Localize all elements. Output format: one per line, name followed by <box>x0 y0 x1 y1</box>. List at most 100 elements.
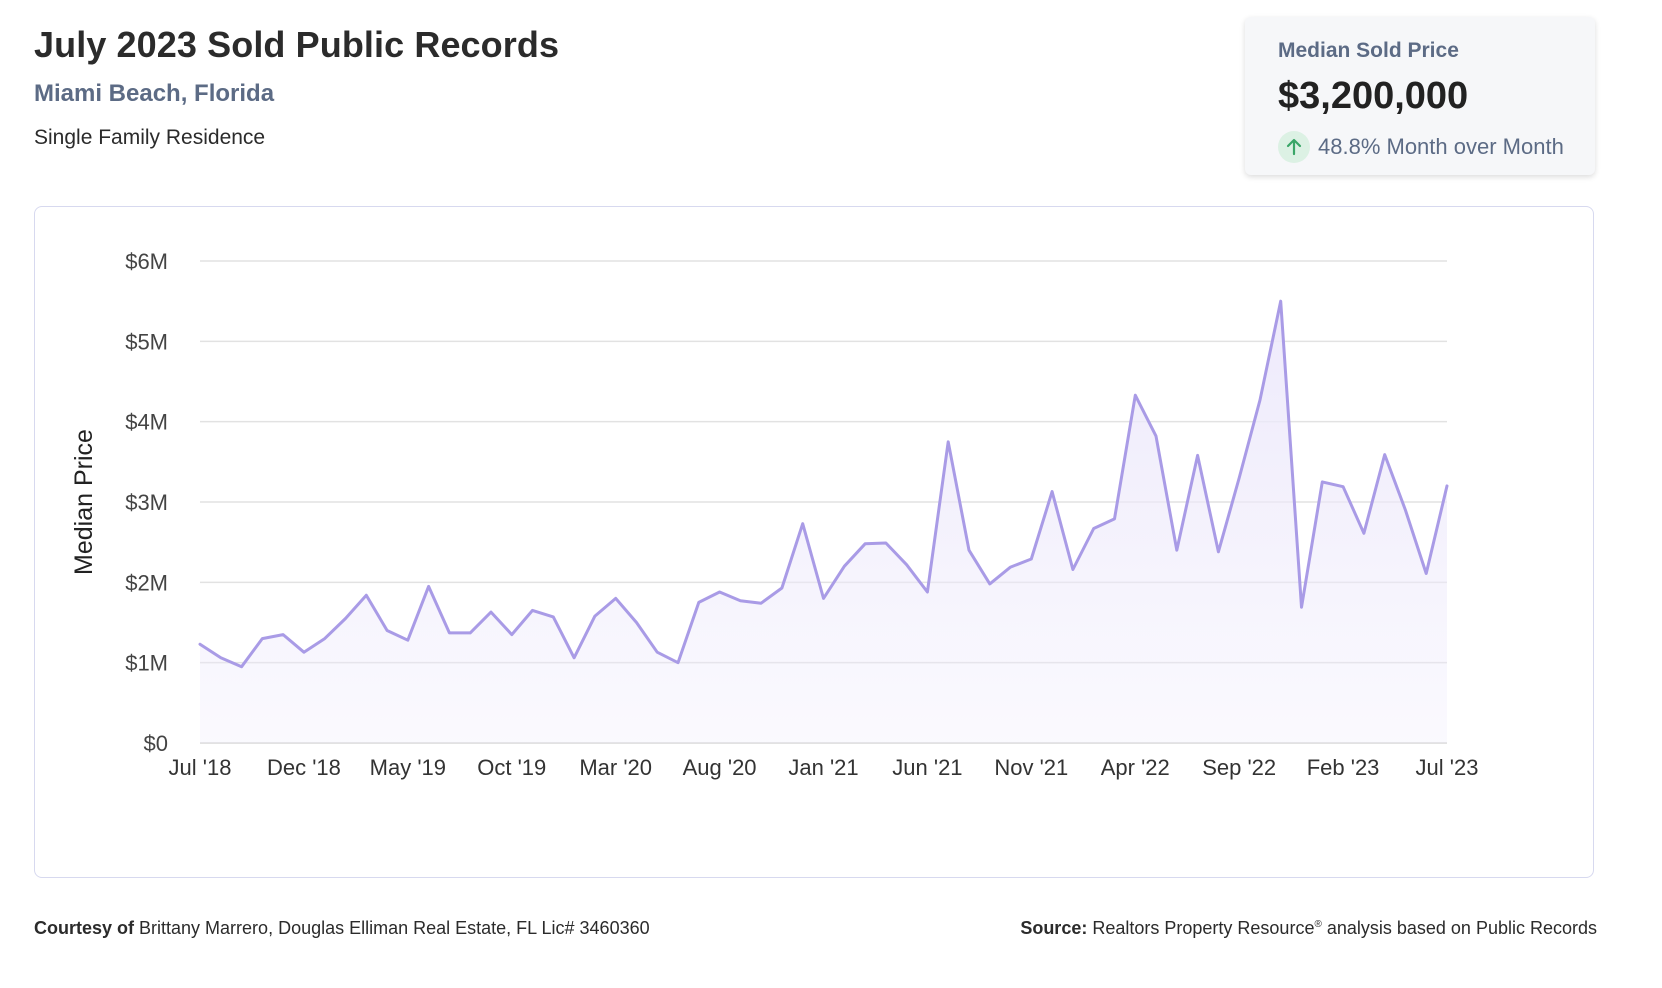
data-point <box>988 582 992 586</box>
data-point <box>1092 527 1096 531</box>
data-point <box>1112 517 1116 521</box>
data-point <box>614 596 618 600</box>
x-tick-label: Dec '18 <box>267 755 341 780</box>
data-point <box>1445 484 1449 488</box>
y-axis-title: Median Price <box>70 429 98 575</box>
data-point <box>1071 567 1075 571</box>
data-point <box>780 586 784 590</box>
price-area <box>200 301 1447 743</box>
data-point <box>1216 550 1220 554</box>
y-tick-label: $6M <box>125 249 168 274</box>
data-point <box>1237 476 1241 480</box>
property-type-label: Single Family Residence <box>34 126 266 149</box>
x-tick-label: May '19 <box>370 755 446 780</box>
source-text: Realtors Property Resource <box>1092 918 1315 938</box>
data-point <box>447 631 451 635</box>
y-tick-label: $2M <box>125 570 168 595</box>
stat-change: 48.8% Month over Month <box>1278 129 1564 165</box>
arrow-up-icon <box>1278 131 1310 163</box>
arrow-up-glyph <box>1286 138 1302 156</box>
data-point <box>1424 571 1428 575</box>
x-tick-label: Jul '18 <box>169 755 232 780</box>
data-point <box>1050 490 1054 494</box>
data-point <box>863 542 867 546</box>
data-point <box>219 656 223 660</box>
data-point <box>531 608 535 612</box>
data-point <box>385 629 389 633</box>
x-tick-label: Jul '23 <box>1416 755 1479 780</box>
x-tick-label: Mar '20 <box>579 755 652 780</box>
data-point <box>759 601 763 605</box>
data-point <box>364 593 368 597</box>
data-point <box>551 615 555 619</box>
y-tick-label: $0 <box>144 731 168 756</box>
data-point <box>655 650 659 654</box>
page-title: July 2023 Sold Public Records <box>34 24 560 65</box>
data-point <box>1258 398 1262 402</box>
data-point <box>718 590 722 594</box>
x-tick-label: Apr '22 <box>1101 755 1170 780</box>
data-point <box>1196 453 1200 457</box>
y-tick-label: $5M <box>125 329 168 354</box>
data-point <box>1341 485 1345 489</box>
source-label: Source: <box>1020 918 1088 938</box>
data-point <box>905 563 909 567</box>
y-tick-label: $3M <box>125 490 168 515</box>
x-tick-label: Feb '23 <box>1307 755 1380 780</box>
data-point <box>510 633 514 637</box>
data-point <box>1133 393 1137 397</box>
data-point <box>676 661 680 665</box>
data-point <box>738 599 742 603</box>
courtesy-footer: Courtesy of Brittany Marrero, Douglas El… <box>34 918 650 939</box>
data-point <box>1362 531 1366 535</box>
x-tick-label: Sep '22 <box>1202 755 1276 780</box>
price-line <box>198 299 1449 669</box>
data-point <box>842 564 846 568</box>
registered-mark: ® <box>1314 919 1322 930</box>
data-point <box>967 548 971 552</box>
x-tick-label: Jun '21 <box>892 755 962 780</box>
data-point <box>822 596 826 600</box>
data-point <box>427 584 431 588</box>
data-point <box>198 642 202 646</box>
data-point <box>572 656 576 660</box>
source-footer: Source: Realtors Property Resource® anal… <box>1020 918 1597 939</box>
chart-panel: $0 $1M $2M $3M $4M $5M $6M Jul '18 Dec '18 May '1… <box>34 206 1594 878</box>
x-tick-label: Oct '19 <box>477 755 546 780</box>
data-point <box>323 637 327 641</box>
y-tick-label: $4M <box>125 410 168 435</box>
data-point <box>302 650 306 654</box>
data-point <box>1175 548 1179 552</box>
y-tick-label: $1M <box>125 651 168 676</box>
location-subtitle: Miami Beach, Florida <box>34 80 275 107</box>
data-point <box>343 616 347 620</box>
data-point <box>884 541 888 545</box>
data-point <box>406 638 410 642</box>
data-point <box>1154 434 1158 438</box>
price-chart: $0 $1M $2M $3M $4M $5M $6M Jul '18 Dec '18 May '1… <box>70 249 1479 780</box>
data-point <box>1009 565 1013 569</box>
data-point <box>468 631 472 635</box>
x-tick-label: Jan '21 <box>788 755 858 780</box>
stat-value: $3,200,000 <box>1278 75 1469 117</box>
change-text: 48.8% Month over Month <box>1318 134 1564 159</box>
data-point <box>1383 453 1387 457</box>
stat-label: Median Sold Price <box>1278 39 1459 62</box>
data-point <box>1279 299 1283 303</box>
data-point <box>1320 480 1324 484</box>
source-text-suffix: analysis based on Public Records <box>1326 918 1597 938</box>
data-point <box>240 665 244 669</box>
data-point <box>946 440 950 444</box>
data-point <box>260 637 264 641</box>
data-point <box>593 614 597 618</box>
x-tick-label: Nov '21 <box>994 755 1068 780</box>
data-point <box>1403 508 1407 512</box>
data-point <box>801 522 805 526</box>
courtesy-text: Brittany Marrero, Douglas Elliman Real E… <box>139 918 650 938</box>
data-point <box>697 600 701 604</box>
courtesy-label: Courtesy of <box>34 918 135 938</box>
data-point <box>1300 605 1304 609</box>
data-point <box>634 621 638 625</box>
data-point <box>925 590 929 594</box>
data-point <box>1029 557 1033 561</box>
